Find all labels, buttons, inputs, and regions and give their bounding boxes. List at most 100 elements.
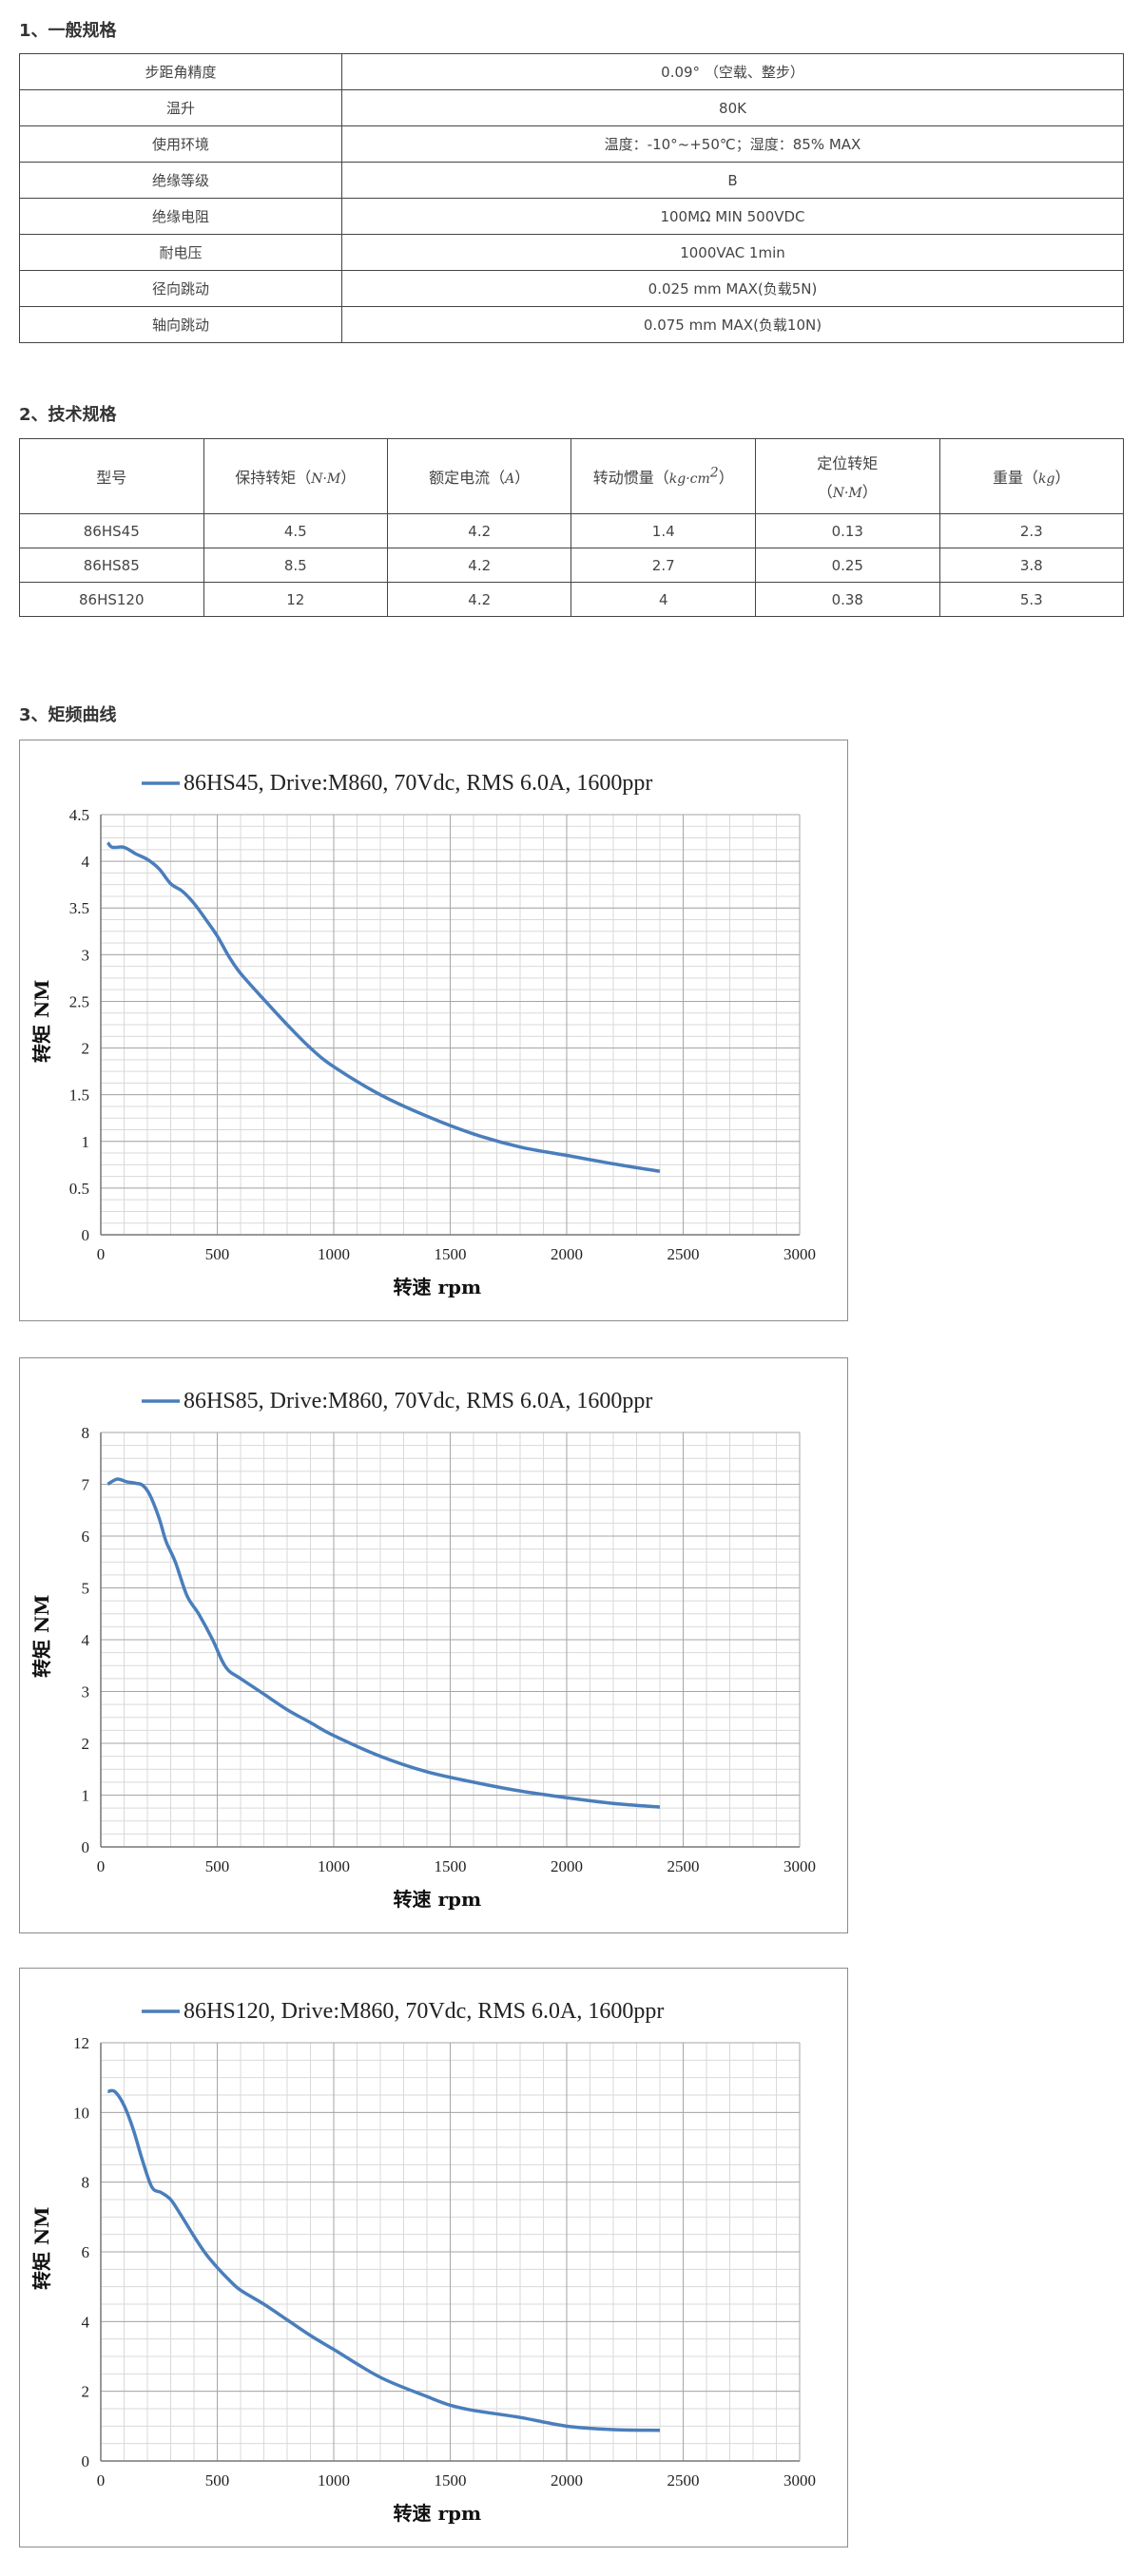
y-tick-label: 0 bbox=[82, 2452, 90, 2470]
x-tick-label: 0 bbox=[97, 1857, 106, 1875]
legend: 86HS45, Drive:M860, 70Vdc, RMS 6.0A, 160… bbox=[142, 771, 652, 796]
legend: 86HS85, Drive:M860, 70Vdc, RMS 6.0A, 160… bbox=[142, 1389, 652, 1413]
x-tick-label: 1500 bbox=[435, 2471, 467, 2489]
header-rated-current: 额定电流（A） bbox=[387, 438, 572, 514]
series-line bbox=[106, 841, 661, 1173]
spec-label: 绝缘等级 bbox=[19, 162, 342, 199]
y-tick-label: 4 bbox=[82, 2313, 90, 2331]
table-cell: 1.4 bbox=[570, 513, 757, 548]
y-tick-label: 6 bbox=[82, 2243, 90, 2261]
table-row: 径向跳动 0.025 mm MAX(负载5N) bbox=[19, 270, 1124, 307]
spec-label: 步距角精度 bbox=[19, 53, 342, 90]
y-tick-label: 4 bbox=[82, 1631, 90, 1649]
spec-value: B bbox=[341, 162, 1124, 199]
x-tick-label: 1500 bbox=[435, 1857, 467, 1875]
x-tick-label: 500 bbox=[205, 2471, 230, 2489]
y-tick-label: 12 bbox=[73, 2034, 89, 2052]
spec-label: 耐电压 bbox=[19, 234, 342, 271]
table-row: 86HS45 4.5 4.2 1.4 0.13 2.3 bbox=[19, 513, 1125, 548]
y-tick-label: 2 bbox=[82, 1735, 90, 1753]
table-cell: 5.3 bbox=[938, 582, 1125, 617]
x-axis-label: 转速 rpm bbox=[394, 2502, 482, 2525]
table-cell: 8.5 bbox=[203, 548, 389, 583]
section2-title: 2、技术规格 bbox=[19, 405, 117, 425]
y-tick-label: 2 bbox=[82, 1040, 90, 1058]
spec-label: 使用环境 bbox=[19, 125, 342, 163]
x-axis-label: 转速 rpm bbox=[394, 1888, 482, 1911]
x-tick-label: 2000 bbox=[551, 2471, 583, 2489]
y-tick-label: 5 bbox=[82, 1580, 90, 1598]
table-row: 温升 80K bbox=[19, 89, 1124, 126]
table-header-row: 型号 保持转矩（N·M） 额定电流（A） 转动惯量（kg·cm2） 定位转矩 （N… bbox=[19, 438, 1125, 514]
x-axis-label: 转速 rpm bbox=[394, 1276, 482, 1298]
chart-title: 86HS85, Drive:M860, 70Vdc, RMS 6.0A, 160… bbox=[184, 1389, 652, 1413]
header-inertia: 转动惯量（kg·cm2） bbox=[570, 438, 757, 514]
y-tick-label: 1 bbox=[82, 1787, 90, 1805]
x-tick-label: 2500 bbox=[667, 1245, 700, 1263]
x-tick-label: 500 bbox=[205, 1857, 230, 1875]
chart-svg: 0 500 1000 1500 2000 2500 3000 0 0.5 1 1.5 2 2.5 3 3.5… bbox=[30, 771, 816, 1298]
table-cell: 86HS85 bbox=[19, 548, 204, 583]
spec-label: 绝缘电阻 bbox=[19, 198, 342, 235]
x-tick-label: 3000 bbox=[783, 1245, 816, 1263]
y-axis-label: 转矩 NM bbox=[30, 2207, 53, 2290]
x-tick-label: 1000 bbox=[318, 1245, 350, 1263]
table-cell: 3.8 bbox=[938, 548, 1125, 583]
y-tick-label: 1 bbox=[82, 1133, 90, 1151]
table-cell: 4.5 bbox=[203, 513, 389, 548]
y-tick-label: 7 bbox=[82, 1476, 90, 1494]
table-cell: 0.38 bbox=[755, 582, 940, 617]
spec-value: 温度：-10°~+50℃；湿度：85% MAX bbox=[341, 125, 1124, 163]
torque-curve-chart-86hs85: 0 500 1000 1500 2000 2500 3000 0 1 2 3 4 5 6 7 8 86HS85,… bbox=[19, 1357, 848, 1933]
chart-title: 86HS45, Drive:M860, 70Vdc, RMS 6.0A, 160… bbox=[184, 771, 652, 796]
table-row: 绝缘电阻 100MΩ MIN 500VDC bbox=[19, 198, 1124, 235]
y-tick-label: 0.5 bbox=[69, 1180, 89, 1198]
spec-value: 100MΩ MIN 500VDC bbox=[341, 198, 1124, 235]
x-tick-label: 2500 bbox=[667, 2471, 700, 2489]
y-tick-label: 3.5 bbox=[69, 899, 89, 917]
chart-svg: 0 500 1000 1500 2000 2500 3000 0 2 4 6 8 10 12 86HS120… bbox=[30, 1999, 816, 2525]
table-cell: 0.13 bbox=[755, 513, 940, 548]
x-tick-label: 2000 bbox=[551, 1245, 583, 1263]
x-tick-label: 1500 bbox=[435, 1245, 467, 1263]
technical-spec-table: 型号 保持转矩（N·M） 额定电流（A） 转动惯量（kg·cm2） 定位转矩 （N… bbox=[19, 438, 1125, 617]
table-cell: 12 bbox=[203, 582, 389, 617]
x-tick-label: 3000 bbox=[783, 2471, 816, 2489]
y-axis-label: 转矩 NM bbox=[30, 980, 53, 1063]
table-row: 绝缘等级 B bbox=[19, 162, 1124, 199]
torque-curve-chart-86hs120: 0 500 1000 1500 2000 2500 3000 0 2 4 6 8 10 12 86HS120… bbox=[19, 1968, 848, 2547]
spec-value: 1000VAC 1min bbox=[341, 234, 1124, 271]
y-axis-label: 转矩 NM bbox=[30, 1595, 53, 1678]
major-grid bbox=[100, 1432, 801, 1848]
spec-label: 温升 bbox=[19, 89, 342, 126]
table-row: 步距角精度 0.09° （空载、整步） bbox=[19, 53, 1124, 90]
spec-value: 0.025 mm MAX(负载5N) bbox=[341, 270, 1124, 307]
x-tick-label: 2500 bbox=[667, 1857, 700, 1875]
y-tick-label: 6 bbox=[82, 1528, 90, 1546]
header-weight: 重量（kg） bbox=[938, 438, 1125, 514]
x-tick-label: 1000 bbox=[318, 2471, 350, 2489]
torque-curve-chart-86hs45: 0 500 1000 1500 2000 2500 3000 0 0.5 1 1.5 2 2.5 3 3.5… bbox=[19, 740, 848, 1321]
spec-label: 径向跳动 bbox=[19, 270, 342, 307]
table-cell: 4.2 bbox=[387, 513, 572, 548]
section3-title: 3、矩频曲线 bbox=[19, 705, 117, 725]
x-tick-label: 1000 bbox=[318, 1857, 350, 1875]
spec-value: 0.09° （空载、整步） bbox=[341, 53, 1124, 90]
header-model: 型号 bbox=[19, 438, 204, 514]
spec-value: 0.075 mm MAX(负载10N) bbox=[341, 306, 1124, 343]
y-tick-label: 1.5 bbox=[69, 1086, 89, 1105]
y-tick-label: 4.5 bbox=[69, 806, 89, 824]
series-line bbox=[106, 1477, 661, 1809]
table-row: 使用环境 温度：-10°~+50℃；湿度：85% MAX bbox=[19, 125, 1124, 163]
general-spec-table: 步距角精度 0.09° （空载、整步） 温升 80K 使用环境 温度：-10°~+50℃；… bbox=[19, 53, 1124, 343]
y-tick-label: 3 bbox=[82, 1683, 90, 1701]
y-tick-label: 0 bbox=[82, 1838, 90, 1856]
table-row: 耐电压 1000VAC 1min bbox=[19, 234, 1124, 271]
table-cell: 86HS120 bbox=[19, 582, 204, 617]
chart-svg: 0 500 1000 1500 2000 2500 3000 0 1 2 3 4 5 6 7 8 86HS85,… bbox=[30, 1389, 816, 1911]
table-cell: 2.3 bbox=[938, 513, 1125, 548]
y-tick-label: 0 bbox=[82, 1226, 90, 1244]
table-cell: 4.2 bbox=[387, 548, 572, 583]
y-tick-label: 4 bbox=[82, 853, 90, 871]
header-detent-torque: 定位转矩 （N·M） bbox=[755, 438, 940, 514]
